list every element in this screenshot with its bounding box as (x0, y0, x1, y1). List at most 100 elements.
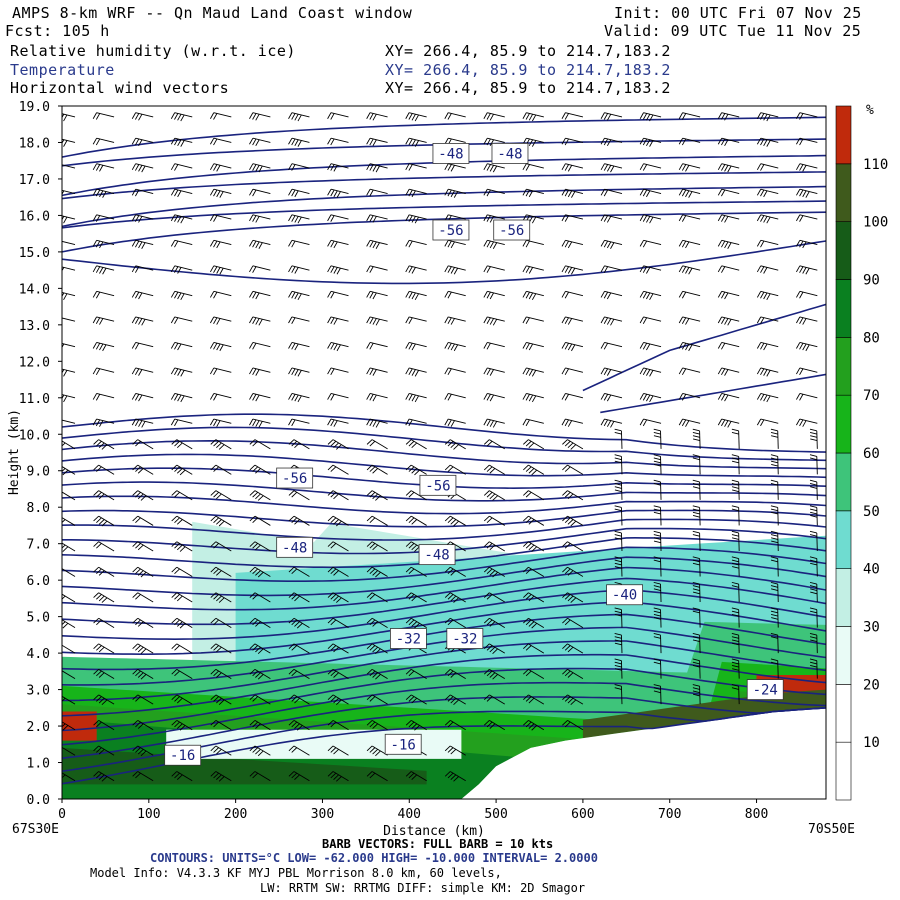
colorbar-tick-1: 20 (863, 677, 880, 693)
svg-text:-56: -56 (499, 223, 524, 239)
wind-barb-399 (249, 239, 271, 249)
colorbar-swatch-9 (835, 221, 852, 280)
y-tick-label-2: 2.0 (27, 720, 50, 735)
wind-barb-188 (614, 505, 623, 526)
wind-barb-175 (93, 515, 115, 527)
wind-barb-254 (62, 419, 76, 424)
wind-barb-118 (210, 592, 232, 603)
colorbar-swatch-2 (835, 626, 852, 685)
wind-barb-394 (62, 240, 76, 246)
colorbar-tick-7: 80 (863, 330, 880, 346)
wind-barb-193 (809, 505, 818, 526)
wind-barb-119 (249, 592, 271, 603)
wind-barb-199 (249, 490, 271, 501)
wind-barb-435 (92, 188, 115, 198)
wind-barb-429 (639, 214, 662, 224)
wind-barb-403 (405, 239, 427, 248)
wind-barb-492 (756, 137, 779, 147)
wind-barb-17 (288, 745, 310, 756)
wind-barb-45 (405, 694, 427, 705)
wind-barb-221 (327, 464, 349, 475)
wind-barb-211 (731, 479, 740, 500)
wind-barb-467 (561, 163, 584, 172)
wind-barb-234 (62, 440, 76, 450)
wind-barb-253 (809, 428, 818, 449)
wind-barb-86 (523, 643, 545, 654)
wind-barb-269 (639, 418, 662, 427)
wind-barb-124 (444, 592, 466, 603)
wind-barb-43 (327, 694, 349, 706)
wind-barb-378 (209, 265, 232, 275)
y-tick-label-8: 8.0 (27, 501, 50, 516)
wind-barb-21 (444, 745, 466, 756)
isotherm-5 (62, 200, 826, 229)
wind-barb-42 (288, 694, 310, 705)
wind-barb-308 (600, 367, 623, 376)
wind-barb-10 (444, 771, 466, 782)
wind-barb-491 (717, 137, 740, 147)
wind-barb-252 (770, 428, 779, 449)
wind-barb-400 (288, 239, 310, 248)
wind-barb-170 (692, 530, 701, 551)
wind-barb-148 (614, 556, 623, 577)
wind-barb-453 (796, 188, 818, 198)
wind-barb-473 (796, 163, 818, 172)
wind-barb-444 (444, 188, 466, 198)
wind-barb-389 (639, 265, 662, 274)
wind-barb-97 (171, 617, 193, 629)
wind-barb-401 (327, 239, 349, 249)
wind-barb-442 (366, 188, 388, 197)
wind-barb-291 (717, 393, 740, 402)
wind-barb-474 (62, 138, 76, 147)
wind-barb-406 (522, 239, 544, 248)
isotherm-9 (600, 373, 826, 414)
y-tick-label-1: 1.0 (27, 757, 50, 772)
wind-barb-338 (209, 316, 232, 325)
wind-barb-150 (692, 556, 701, 577)
isotherm-18 (62, 518, 826, 541)
wind-barb-202 (366, 490, 388, 501)
wind-barb-135 (93, 566, 115, 577)
wind-barb-323 (405, 341, 427, 351)
wind-barb-301 (327, 367, 349, 376)
y-tick-label-12: 12.0 (19, 355, 50, 370)
wind-barb-333 (796, 341, 818, 352)
wind-barb-227 (562, 464, 584, 475)
wind-barb-235 (93, 439, 115, 450)
wind-barb-310 (678, 367, 701, 376)
wind-barb-288 (600, 393, 623, 402)
y-tick-label-5: 5.0 (27, 611, 50, 626)
y-axis-label: Height (km) (7, 409, 22, 495)
wind-barb-304 (444, 367, 466, 376)
wind-barb-9 (405, 771, 427, 782)
wind-barb-369 (639, 290, 662, 301)
wind-barb-186 (523, 515, 545, 526)
wind-barb-96 (132, 617, 154, 628)
wind-barb-71 (731, 658, 740, 679)
wind-barb-241 (327, 439, 349, 450)
wind-barb-365 (483, 290, 505, 300)
wind-barb-448 (600, 188, 623, 197)
colorbar-tick-6: 70 (863, 388, 880, 404)
contour-label-11: -16 (164, 744, 202, 766)
wind-barb-217 (171, 464, 193, 476)
wind-barb-132 (770, 581, 779, 603)
wind-barb-15 (210, 745, 232, 756)
wind-barb-62 (366, 668, 388, 680)
svg-text:-48: -48 (438, 146, 463, 162)
wind-barb-172 (770, 530, 779, 551)
wind-barb-108 (614, 607, 623, 628)
wind-barb-125 (483, 592, 506, 603)
wind-barb-395 (92, 239, 115, 249)
wind-barb-230 (692, 454, 701, 475)
wind-barb-50 (614, 684, 623, 705)
wind-barb-481 (327, 137, 349, 146)
wind-barb-187 (562, 515, 584, 527)
wind-barb-280 (288, 393, 310, 403)
wind-barb-500 (288, 112, 310, 122)
y-tick-label-6: 6.0 (27, 574, 50, 589)
wind-barb-330 (678, 341, 701, 352)
wind-barb-315 (92, 341, 115, 352)
isotherm-0 (62, 116, 826, 158)
wind-barb-77 (171, 643, 193, 654)
